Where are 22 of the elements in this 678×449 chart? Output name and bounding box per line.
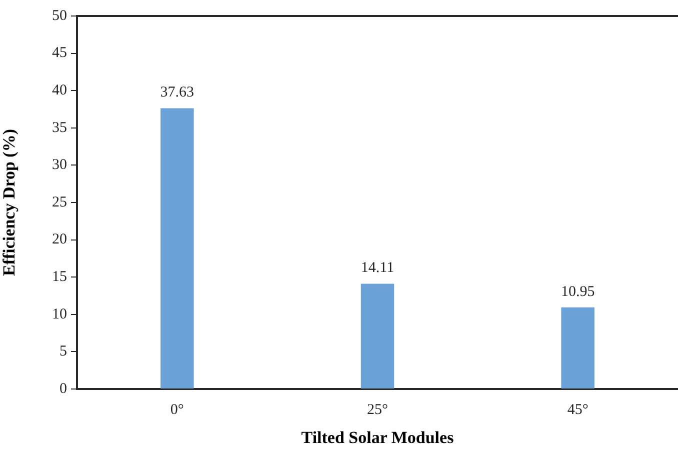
y-tick-label: 45 xyxy=(52,45,67,62)
x-axis-title: Tilted Solar Modules xyxy=(301,428,454,448)
data-label: 14.11 xyxy=(360,260,394,276)
y-tick-label: 10 xyxy=(52,306,67,322)
x-tick-label: 45° xyxy=(567,402,588,418)
bar xyxy=(561,307,594,388)
bar xyxy=(160,108,194,388)
y-tick-label: 50 xyxy=(52,8,67,24)
y-tick-label: 30 xyxy=(52,157,67,174)
y-axis-title: Efficiency Drop (%) xyxy=(0,129,19,276)
y-tick-label: 20 xyxy=(52,232,67,248)
data-label: 10.95 xyxy=(560,284,595,300)
y-tick-label: 15 xyxy=(52,269,67,286)
y-tick-label: 40 xyxy=(52,82,67,99)
bar xyxy=(360,284,394,388)
y-tick-label: 25 xyxy=(52,194,67,210)
data-label: 37.63 xyxy=(160,84,194,101)
y-tick-label: 0 xyxy=(60,380,67,397)
x-tick-label: 25° xyxy=(367,402,388,418)
y-tick-label: 35 xyxy=(52,120,67,136)
y-tick-label: 5 xyxy=(60,344,67,360)
x-tick-label: 0° xyxy=(170,402,184,418)
